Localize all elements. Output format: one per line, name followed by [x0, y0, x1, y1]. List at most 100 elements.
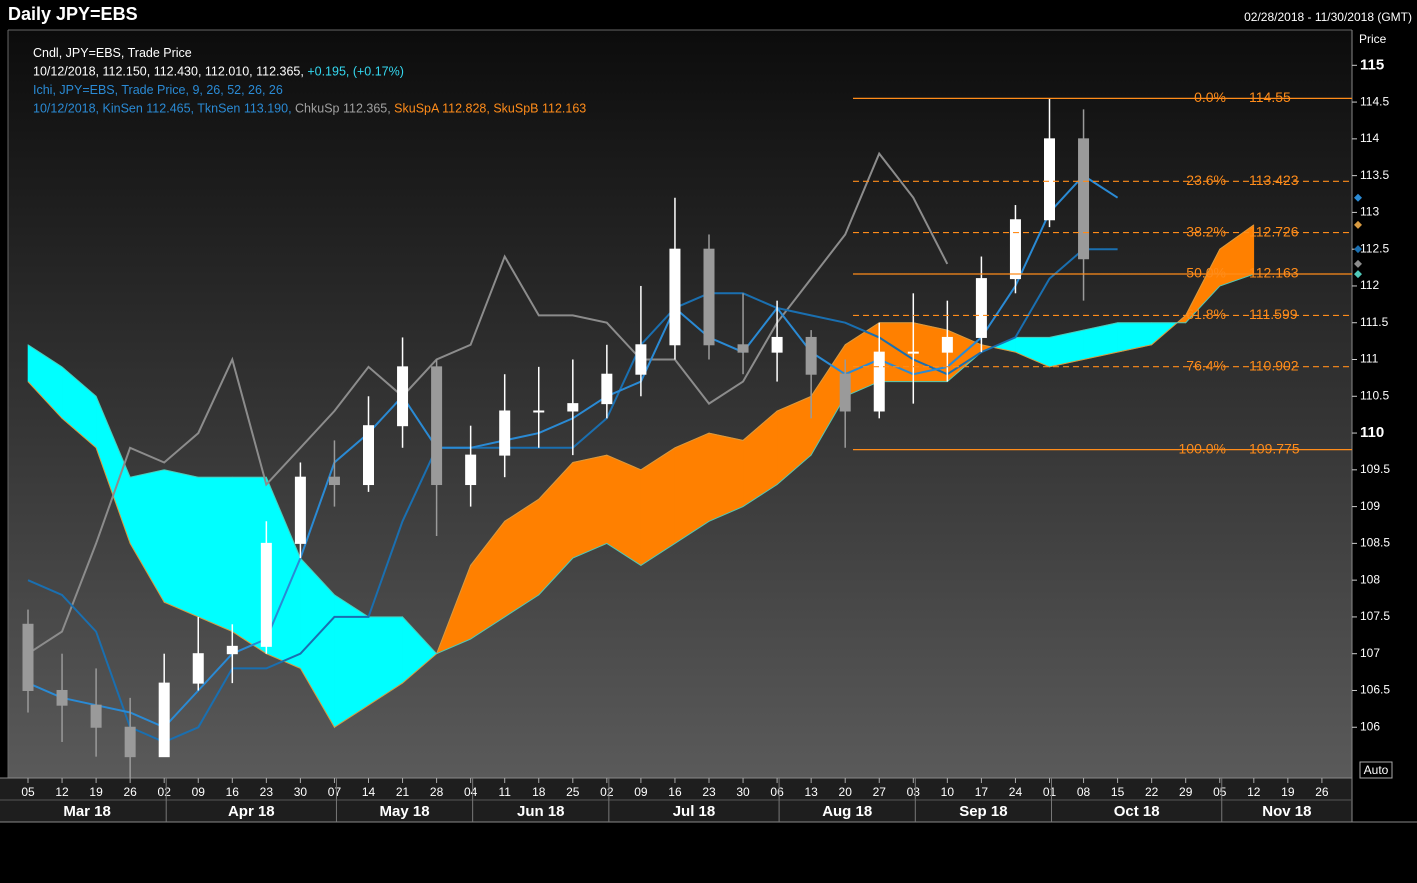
y-tick-label: 107 — [1360, 646, 1380, 660]
y-tick-label: 111 — [1360, 352, 1379, 366]
candle-body — [124, 726, 136, 758]
x-tick-label: 24 — [1009, 785, 1023, 799]
y-tick-label: 115 — [1360, 56, 1384, 73]
x-tick-label: 14 — [362, 785, 376, 799]
legend-line: Cndl, JPY=EBS, Trade Price — [33, 46, 192, 60]
x-tick-label: 10 — [941, 785, 955, 799]
candle-body — [839, 373, 851, 412]
candle-body — [465, 454, 477, 486]
y-tick-label: 109.5 — [1360, 462, 1390, 476]
candle-body — [22, 623, 34, 691]
fib-ratio-label: 50.0% — [1186, 265, 1226, 281]
candle-body — [907, 351, 919, 354]
last-value-marker — [1354, 259, 1362, 268]
x-tick-label: 05 — [21, 785, 35, 799]
month-label: May 18 — [380, 803, 430, 820]
x-tick-label: 23 — [260, 785, 274, 799]
cloud — [708, 432, 744, 522]
x-tick-label: 08 — [1077, 785, 1091, 799]
month-label: Oct 18 — [1114, 803, 1160, 820]
auto-button-label[interactable]: Auto — [1364, 763, 1389, 777]
chart-title: Daily JPY=EBS — [8, 4, 138, 24]
fib-ratio-label: 61.8% — [1186, 306, 1226, 322]
candle-body — [771, 336, 783, 353]
x-tick-label: 27 — [873, 785, 887, 799]
candle-body — [90, 704, 102, 728]
x-tick-label: 09 — [634, 785, 648, 799]
legend-line: Ichi, JPY=EBS, Trade Price, 9, 26, 52, 2… — [33, 83, 283, 97]
x-tick-label: 02 — [600, 785, 614, 799]
y-tick-label: 107.5 — [1360, 609, 1390, 623]
fib-price-label: 112.726 — [1249, 223, 1299, 239]
y-tick-label: 110 — [1360, 424, 1384, 441]
y-tick-label: 114 — [1360, 131, 1379, 145]
fib-price-label: 111.599 — [1249, 306, 1298, 322]
x-tick-label: 25 — [566, 785, 580, 799]
x-tick-label: 16 — [668, 785, 682, 799]
candle-body — [226, 645, 238, 655]
month-label: Sep 18 — [959, 803, 1007, 820]
x-tick-label: 07 — [328, 785, 342, 799]
cloud — [197, 476, 233, 633]
candle-body — [567, 403, 579, 412]
x-tick-label: 03 — [907, 785, 921, 799]
y-tick-label: 112.5 — [1360, 241, 1389, 255]
fib-ratio-label: 38.2% — [1186, 223, 1226, 239]
overlay: 106 106.5 107 107.5 108 108.5 109 109.5 110 110.5… — [21, 46, 1390, 822]
candle-body — [1044, 138, 1055, 221]
month-label: Nov 18 — [1262, 803, 1311, 820]
x-tick-label: 22 — [1145, 785, 1159, 799]
x-tick-label: 21 — [396, 785, 410, 799]
legend-text: ChkuSp 112.365, — [292, 102, 391, 116]
candle-body — [635, 344, 647, 375]
x-tick-label: 20 — [839, 785, 853, 799]
x-tick-label: 17 — [975, 785, 989, 799]
x-tick-label: 19 — [89, 785, 103, 799]
legend-line: 10/12/2018, 112.150, 112.430, 112.010, 1… — [33, 65, 404, 79]
candle-body — [873, 351, 885, 412]
candle-body — [260, 542, 272, 647]
x-tick-label: 29 — [1179, 785, 1193, 799]
fib-price-label: 114.55 — [1249, 89, 1291, 105]
legend-line: 10/12/2018, KinSen 112.465, TknSen 113.1… — [33, 102, 586, 116]
fib-ratio-label: 100.0% — [1179, 440, 1226, 456]
fib-ratio-label: 76.4% — [1186, 357, 1226, 373]
x-tick-label: 09 — [192, 785, 206, 799]
y-tick-label: 111.5 — [1360, 315, 1389, 329]
span-b-line — [27, 273, 1254, 655]
candle-body — [397, 366, 409, 427]
x-tick-label: 12 — [55, 785, 69, 799]
legend-text: Ichi, JPY=EBS, Trade Price, 9, 26, 52, 2… — [33, 83, 283, 97]
month-label: Apr 18 — [228, 803, 275, 820]
legend-text: Cndl, JPY=EBS, Trade Price — [33, 46, 192, 60]
candle-body — [363, 425, 374, 486]
candle-body — [805, 336, 817, 375]
x-tick-label: 19 — [1281, 785, 1295, 799]
last-value-marker — [1354, 220, 1362, 229]
legend-text: SkuSpA 112.828, SkuSpB 112.163 — [391, 102, 587, 116]
x-tick-label: 23 — [702, 785, 716, 799]
x-tick-label: 15 — [1111, 785, 1125, 799]
x-tick-label: 02 — [158, 785, 172, 799]
cloud — [572, 454, 608, 559]
y-axis-label: Price — [1359, 32, 1387, 46]
chikou-line — [27, 151, 949, 655]
y-tick-label: 112 — [1360, 278, 1379, 292]
cloud — [163, 469, 199, 618]
plot-area — [8, 30, 1352, 778]
x-tick-label: 16 — [226, 785, 240, 799]
x-tick-label: 04 — [464, 785, 478, 799]
plot — [22, 97, 1352, 778]
x-tick-label: 05 — [1213, 785, 1227, 799]
fib-price-label: 110.902 — [1249, 357, 1299, 373]
candle-body — [669, 248, 681, 346]
candle-body — [1078, 138, 1090, 260]
x-tick-label: 30 — [294, 785, 308, 799]
candle-body — [499, 410, 511, 456]
y-tick-label: 114.5 — [1360, 94, 1389, 108]
x-tick-label: 26 — [123, 785, 137, 799]
candle-body — [737, 344, 749, 353]
auto-button[interactable] — [1359, 761, 1393, 779]
candle-body — [56, 689, 68, 706]
